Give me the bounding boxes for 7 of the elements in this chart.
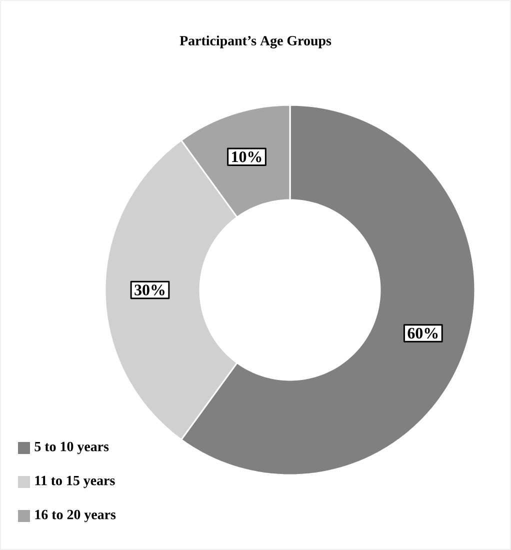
data-label: 10%	[232, 151, 262, 162]
data-label: 30%	[134, 284, 164, 296]
legend-label: 5 to 10 years	[34, 442, 109, 454]
chart-title: Participant’s Age Groups	[180, 36, 332, 48]
legend-label: 11 to 15 years	[35, 476, 115, 488]
legend-label: 16 to 20 years	[35, 510, 116, 522]
data-label: 60%	[408, 328, 438, 339]
